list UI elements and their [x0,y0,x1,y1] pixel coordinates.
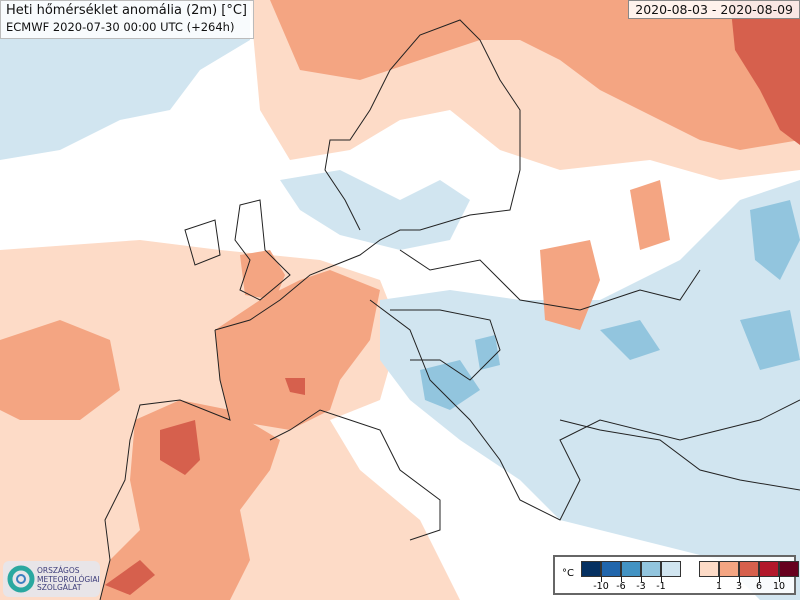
anomaly-area-cold-mid [420,200,800,410]
valid-period: 2020-08-03 - 2020-08-09 [628,0,800,19]
logo-line: ORSZÁGOS [37,566,80,575]
legend-tick-label: 3 [735,581,743,592]
legend-tick-mark [661,576,662,582]
legend-unit: °C [562,568,574,579]
legend-swatch [719,561,739,577]
anomaly-area-hot-spain [105,378,305,595]
anomaly-area-warm-uk [240,250,285,300]
legend-tick-mark [601,576,602,582]
legend-tick-mark [779,576,780,582]
logo-line: SZOLGÁLAT [37,583,82,592]
anomaly-area-cold-east [380,180,800,600]
legend-swatch [621,561,641,577]
legend-tick-mark [641,576,642,582]
legend-swatch [759,561,779,577]
anomaly-area-warm-scandinavia [270,0,800,150]
legend-tick-label: 6 [755,581,763,592]
legend-swatch [661,561,681,577]
legend-tick-label: 1 [715,581,723,592]
legend-swatch [581,561,601,577]
legend-swatch [739,561,759,577]
logo-line: METEOROLÓGIAI [37,574,100,584]
anomaly-area-hot-northeast [730,0,800,145]
anomaly-area-warm-france [215,270,380,430]
legend-swatch [699,561,719,577]
anomaly-area-cold-atlantic [0,0,250,160]
anomaly-area-warm-atlantic [0,320,120,420]
legend-tick-label: -10 [593,581,609,592]
spiral-logo-icon [7,565,35,593]
omsz-logo: ORSZÁGOS METEOROLÓGIAI SZOLGÁLAT [3,561,100,597]
anomaly-area-cold-north-sea [280,170,470,250]
legend-tick-mark [719,576,720,582]
legend-swatch [641,561,661,577]
anomaly-area-warm-east [540,180,670,330]
coastlines [99,19,800,600]
color-legend: °C -10 -6 -3 -1 1 3 6 10 [553,555,799,595]
anomaly-area-warm-iberia [100,400,280,600]
legend-swatch [779,561,799,577]
legend-tick-label: -1 [656,581,666,592]
map-title: Heti hőmérséklet anomália (2m) [°C] [6,3,247,18]
legend-tick-mark [759,576,760,582]
legend-tick-mark [621,576,622,582]
legend-tick-label: -3 [636,581,646,592]
legend-tick-mark [739,576,740,582]
legend-swatch [601,561,621,577]
model-run-info: ECMWF 2020-07-30 00:00 UTC (+264h) [6,20,235,34]
title-box: Heti hőmérséklet anomália (2m) [°C] ECMW… [0,0,254,39]
legend-tick-label: 10 [772,581,786,592]
legend-tick-label: -6 [616,581,626,592]
